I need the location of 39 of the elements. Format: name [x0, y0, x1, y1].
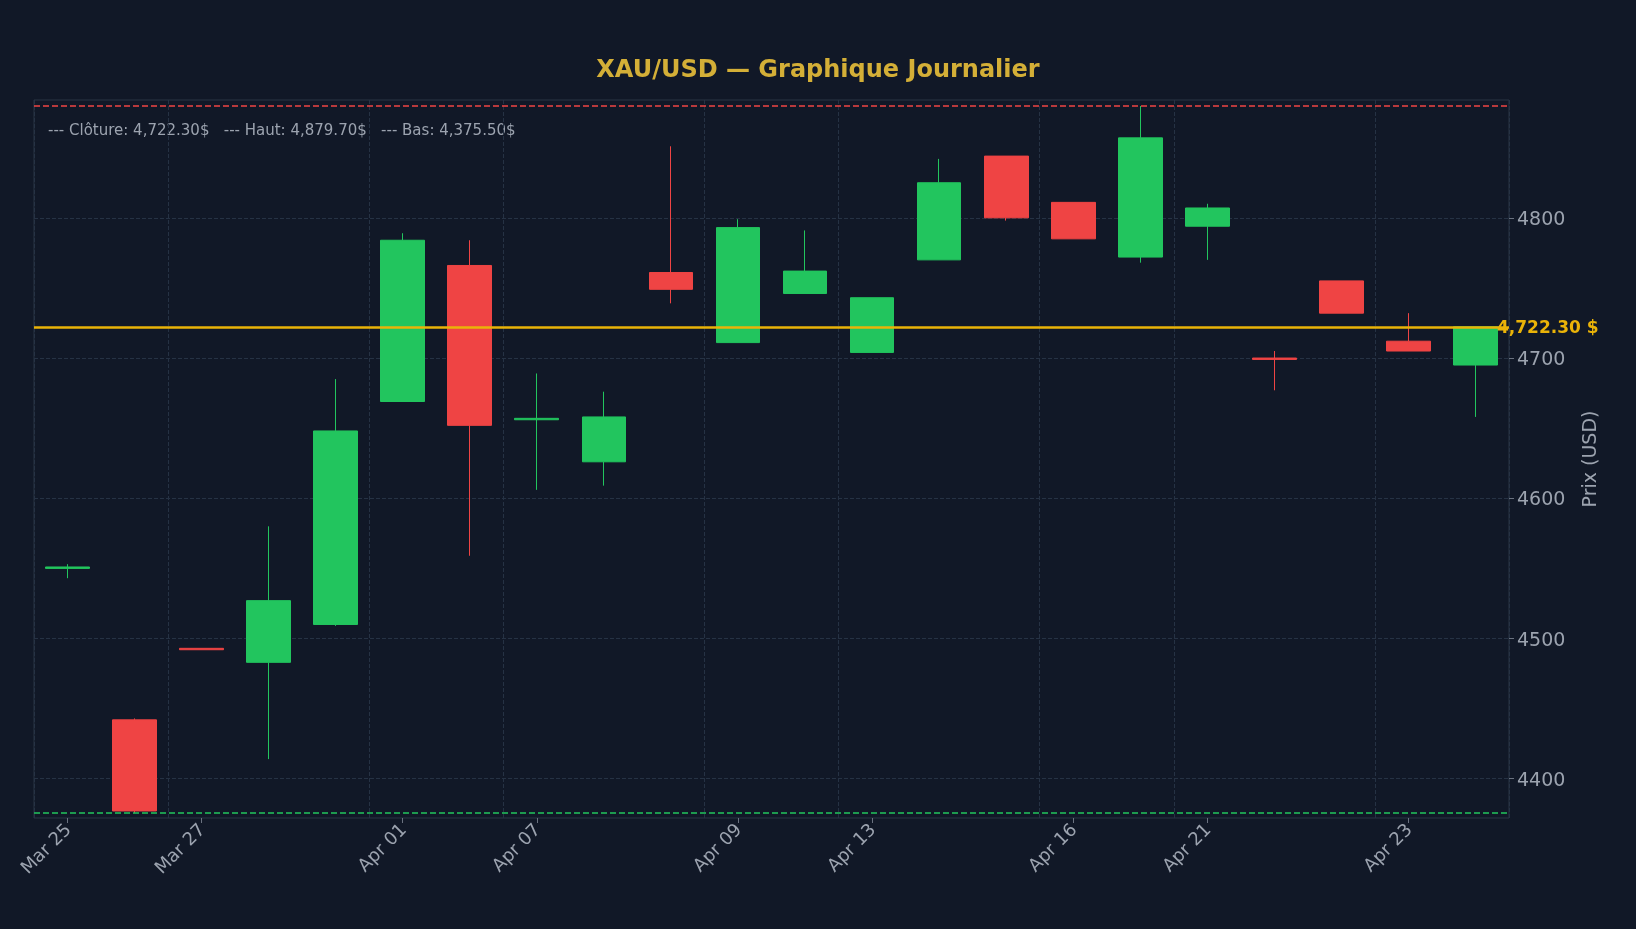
x-tick-label: Apr 21: [1157, 818, 1215, 876]
candlestick: [45, 563, 90, 579]
candlestick: [112, 717, 157, 814]
candlestick: [783, 229, 827, 295]
candlestick: [716, 218, 760, 344]
candlestick: [1118, 105, 1163, 264]
candlestick: [380, 232, 425, 402]
candlestick: [850, 297, 894, 353]
candlestick: [1319, 280, 1364, 314]
candlestick: [1453, 326, 1498, 418]
y-tick-label: 4800: [1517, 206, 1566, 229]
candlestick: [649, 145, 693, 304]
x-tick-label: Apr 13: [822, 818, 880, 876]
candlestick: [447, 239, 492, 557]
candlestick: [1185, 203, 1230, 261]
x-tick-label: Apr 23: [1358, 818, 1416, 876]
candlestick: [313, 378, 358, 627]
ref-line-label: 4,722.30 $: [1497, 316, 1599, 337]
x-tick-label: Apr 16: [1023, 818, 1081, 876]
x-tick-label: Apr 01: [353, 818, 411, 876]
candlestick: [1252, 350, 1297, 391]
candlestick: [1051, 201, 1096, 240]
y-tick-label: 4600: [1517, 487, 1566, 510]
candlestick: [1386, 312, 1431, 352]
y-tick-label: 4700: [1517, 347, 1566, 370]
y-tick-label: 4500: [1517, 627, 1566, 650]
x-tick-label: Mar 27: [149, 818, 210, 878]
chart-title: XAU/USD — Graphique Journalier: [596, 55, 1040, 83]
y-tick-label: 4400: [1517, 767, 1566, 790]
y-axis-title: Prix (USD): [1577, 410, 1600, 508]
candlestick: [984, 155, 1029, 222]
x-tick-label: Apr 09: [688, 818, 746, 876]
candlestick: [917, 158, 961, 261]
x-tick-label: Mar 25: [15, 818, 75, 878]
annotation: --- Clôture: 4,722.30$ --- Haut: 4,879.70$ --- Bas: 4,375.50$: [48, 120, 516, 139]
candlestick: [582, 391, 626, 487]
x-tick-label: Apr 07: [487, 818, 545, 876]
candlestick: [246, 525, 291, 760]
candlestick: [514, 372, 559, 491]
